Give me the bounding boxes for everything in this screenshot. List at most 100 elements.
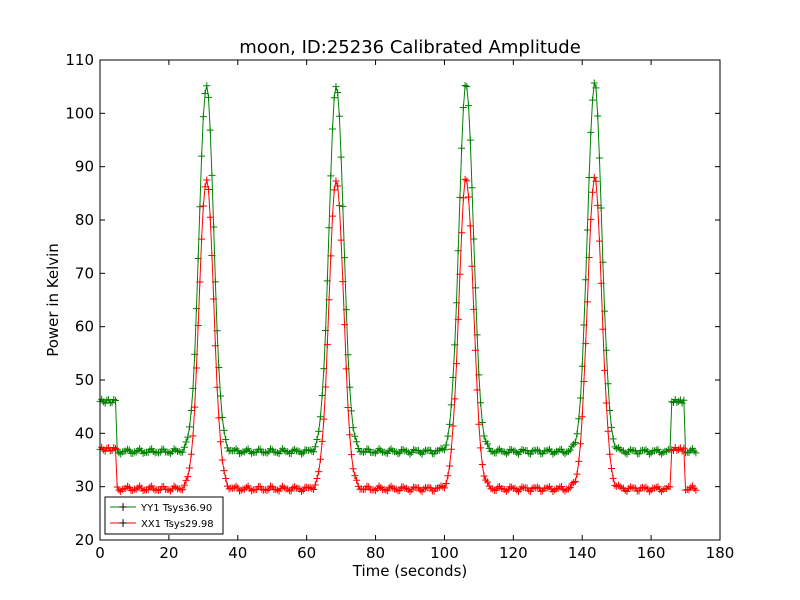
data-point: [461, 82, 469, 90]
data-point: [480, 472, 488, 480]
data-point: [508, 483, 516, 491]
data-point: [461, 175, 469, 183]
legend-marker-xx1: +: [118, 516, 128, 530]
data-point: [165, 448, 173, 456]
data-point: [513, 486, 521, 494]
data-point: [225, 485, 233, 493]
data-point: [353, 438, 361, 446]
data-point: [248, 449, 256, 457]
data-point: [210, 223, 218, 231]
data-point: [533, 446, 541, 454]
data-point: [360, 448, 367, 456]
data-point: [606, 450, 614, 458]
data-point: [125, 483, 133, 491]
data-point: [589, 96, 597, 104]
data-point: [606, 407, 614, 415]
data-point: [527, 487, 535, 495]
data-point: [463, 83, 471, 91]
data-point: [347, 451, 355, 459]
data-point: [573, 470, 581, 478]
data-point: [203, 82, 211, 90]
data-point: [492, 449, 500, 457]
data-point: [608, 423, 615, 431]
y-axis-label: Power in Kelvin: [44, 243, 62, 357]
data-point: [222, 436, 230, 444]
data-point: [551, 449, 559, 457]
data-point: [549, 450, 557, 458]
data-point: [425, 483, 433, 491]
data-point: [518, 446, 526, 454]
data-point: [680, 396, 688, 404]
data-point: [208, 251, 216, 259]
data-point: [354, 444, 362, 452]
data-point: [449, 422, 457, 430]
data-point: [451, 395, 459, 403]
data-point: [236, 450, 243, 458]
data-point: [99, 446, 107, 454]
data-point: [663, 485, 671, 493]
data-point: [291, 483, 299, 491]
y-axis: 20 30 40 50 60 70 80 90 100 110: [65, 51, 720, 549]
data-point: [291, 445, 299, 453]
data-point: [580, 377, 588, 385]
data-point: [196, 278, 204, 286]
data-point: [504, 486, 512, 494]
data-point: [299, 486, 307, 494]
data-point: [99, 398, 107, 406]
data-point: [564, 485, 572, 493]
data-point: [420, 485, 428, 493]
data-point: [115, 449, 123, 457]
data-point: [267, 445, 274, 453]
data-point: [180, 481, 188, 489]
data-point: [447, 401, 455, 409]
data-point: [206, 126, 214, 134]
data-point: [394, 450, 402, 458]
data-point: [589, 188, 597, 196]
data-point: [186, 423, 194, 431]
data-point: [289, 484, 297, 492]
plot-frame: [99, 59, 721, 541]
data-point: [614, 444, 622, 452]
data-point: [489, 448, 497, 456]
x-tick-label: 20: [159, 544, 178, 562]
data-point: [432, 484, 440, 492]
data-point: [465, 102, 473, 110]
data-point: [129, 487, 137, 495]
data-point: [502, 450, 510, 458]
data-point: [680, 444, 688, 452]
data-point: [187, 450, 195, 458]
data-point: [468, 184, 476, 192]
data-point: [563, 448, 571, 456]
data-point: [575, 457, 583, 465]
data-point: [329, 125, 336, 133]
data-point: [458, 144, 466, 152]
data-point: [279, 482, 287, 490]
data-point: [205, 93, 212, 101]
data-point: [334, 89, 342, 97]
data-point: [139, 487, 147, 495]
data-point: [621, 449, 629, 457]
data-point: [537, 487, 545, 495]
data-point: [675, 397, 683, 405]
data-point: [146, 483, 154, 491]
data-point: [287, 450, 295, 458]
data-point: [399, 445, 407, 453]
data-point: [365, 483, 373, 491]
data-point: [287, 487, 295, 495]
data-point: [380, 485, 388, 493]
data-point: [315, 468, 323, 476]
data-point: [149, 485, 157, 493]
data-point: [642, 483, 650, 491]
data-point: [384, 449, 392, 457]
data-point: [446, 420, 454, 428]
data-point: [248, 487, 256, 495]
data-point: [349, 424, 357, 432]
data-point: [280, 446, 288, 454]
data-point: [217, 438, 225, 446]
data-point: [242, 446, 250, 454]
data-point: [466, 136, 474, 144]
data-point: [182, 438, 190, 446]
data-point: [335, 112, 343, 120]
data-point: [199, 113, 207, 121]
x-axis: 0 20 40 60 80 100 120 140 160 180: [95, 60, 734, 562]
